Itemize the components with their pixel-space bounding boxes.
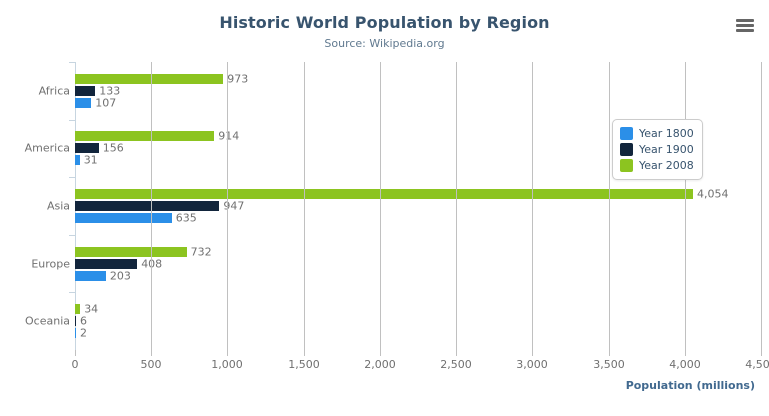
bar-value-label: 973 [227,72,249,86]
x-axis-title: Population (millions) [625,379,755,392]
legend-item-year-1900[interactable]: Year 1900 [620,141,694,157]
bar-europe-year-1800[interactable] [75,271,106,281]
x-axis-tick-mark [304,350,305,356]
bar-america-year-2008[interactable] [75,131,215,141]
gridline [685,62,686,350]
chart-title: Historic World Population by Region [219,13,550,32]
bar-value-label: 914 [218,129,240,143]
x-axis-tick-mark [151,350,152,356]
gridline [380,62,381,350]
x-axis-tick-mark [761,350,762,356]
y-axis-category-label: Europe [31,257,70,271]
y-axis-tick-mark [69,177,75,178]
chart-legend[interactable]: Year 1800 Year 1900 Year 2008 [612,119,703,180]
chart-subtitle: Source: Wikipedia.org [324,37,445,50]
legend-item-year-1800[interactable]: Year 1800 [620,125,694,141]
x-axis-tick-label: 500 [140,358,162,371]
bar-africa-year-1800[interactable] [75,98,92,108]
x-axis-tick-mark [685,350,686,356]
hamburger-menu-icon[interactable] [733,14,757,36]
gridline [151,62,152,350]
bar-oceania-year-1900[interactable] [75,316,76,326]
x-axis-tick-mark [75,350,76,356]
bar-value-label: 732 [190,245,212,259]
bar-value-label: 156 [102,141,124,155]
bar-value-label: 133 [99,84,121,98]
y-axis-category-label: Oceania [25,314,70,328]
x-axis-tick-mark [532,350,533,356]
bar-asia-year-1800[interactable] [75,213,172,223]
legend-item-label: Year 1900 [639,142,694,156]
gridline [761,62,762,350]
y-axis-tick-mark [69,292,75,293]
x-axis-tick-label: 4,500 [745,358,769,371]
gridline [456,62,457,350]
y-axis-tick-mark [69,120,75,121]
y-axis-category-label: Asia [46,199,70,213]
bar-value-label: 4,054 [697,187,729,201]
bar-africa-year-2008[interactable] [75,74,224,84]
x-axis-tick-label: 0 [71,358,79,371]
menu-bar-2 [736,24,754,27]
menu-bar-1 [736,19,754,22]
bar-value-label: 947 [223,199,245,213]
legend-swatch-icon [620,126,633,140]
x-axis-tick-label: 2,000 [364,358,396,371]
x-axis-tick-mark [456,350,457,356]
menu-bar-3 [736,29,754,32]
x-axis-tick-label: 2,500 [440,358,472,371]
bar-asia-year-2008[interactable] [75,189,693,199]
bar-america-year-1800[interactable] [75,155,80,165]
x-axis-tick-label: 1,000 [211,358,243,371]
bar-america-year-1900[interactable] [75,143,99,153]
y-axis-category-labels: Africa America Asia Europe Oceania [0,0,70,416]
legend-swatch-icon [620,158,633,172]
bar-value-label: 107 [95,96,117,110]
bar-europe-year-1900[interactable] [75,259,138,269]
x-axis-tick-label: 3,500 [593,358,625,371]
bar-value-label: 31 [83,153,98,167]
bar-oceania-year-1800[interactable] [75,328,76,338]
x-axis-tick-mark [227,350,228,356]
bar-value-label: 2 [80,326,87,340]
y-axis-tick-mark [69,235,75,236]
bar-africa-year-1900[interactable] [75,86,96,96]
gridline [304,62,305,350]
gridline [227,62,228,350]
y-axis-category-label: Africa [38,84,70,98]
x-axis-tick-label: 3,000 [516,358,548,371]
x-axis-tick-mark [609,350,610,356]
bar-value-label: 6 [80,314,87,328]
x-axis-tick-label: 1,500 [288,358,320,371]
x-axis-tick-label: 4,000 [669,358,701,371]
bar-europe-year-2008[interactable] [75,247,187,257]
y-axis-category-label: America [24,141,70,155]
bar-asia-year-1900[interactable] [75,201,220,211]
bar-oceania-year-2008[interactable] [75,304,81,314]
gridline [532,62,533,350]
y-axis-tick-mark [69,62,75,63]
legend-item-year-2008[interactable]: Year 2008 [620,157,694,173]
plot-area: 973133107914156314,054947635732408203346… [75,62,761,350]
legend-item-label: Year 2008 [639,158,694,172]
legend-item-label: Year 1800 [639,126,694,140]
bar-value-label: 34 [84,302,99,316]
x-axis-tick-mark [380,350,381,356]
legend-swatch-icon [620,142,633,156]
gridline [609,62,610,350]
bar-value-label: 203 [109,269,131,283]
bar-value-label: 635 [175,211,197,225]
